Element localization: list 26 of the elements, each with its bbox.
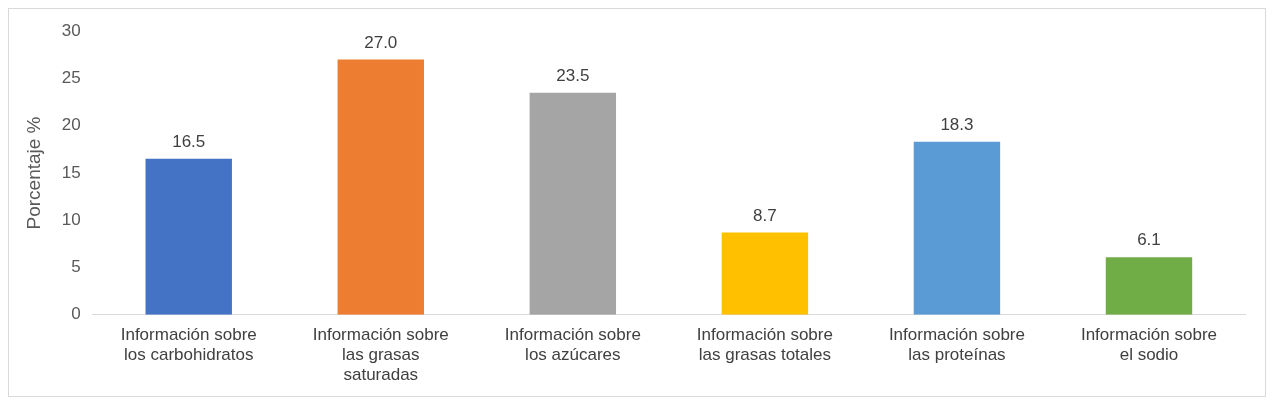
bar xyxy=(721,232,809,315)
data-label: 16.5 xyxy=(172,132,206,152)
x-tick-label: Información sobre las grasas totales xyxy=(696,324,833,365)
x-tick-label: Información sobre el sodio xyxy=(1080,324,1218,365)
data-label: 23.5 xyxy=(556,65,590,85)
y-tick-label: 0 xyxy=(71,304,81,324)
data-label: 27.0 xyxy=(364,32,398,52)
data-label: 8.7 xyxy=(753,205,777,225)
y-axis-title: Porcentaje % xyxy=(22,116,44,230)
data-label: 6.1 xyxy=(1137,230,1161,250)
bar xyxy=(529,92,617,315)
data-label: 18.3 xyxy=(940,114,974,134)
y-tick-label: 10 xyxy=(61,209,81,229)
x-tick-label: Información sobre los azúcares xyxy=(504,324,641,365)
y-tick-label: 25 xyxy=(61,68,81,88)
x-tick-label: Información sobre las grasas saturadas xyxy=(312,324,449,385)
y-tick-label: 30 xyxy=(61,20,81,40)
bar xyxy=(1105,257,1193,315)
y-tick-label: 5 xyxy=(71,257,81,277)
x-tick-label: Información sobre las proteínas xyxy=(888,324,1025,365)
bar xyxy=(913,141,1001,315)
x-tick-label: Información sobre los carbohidratos xyxy=(120,324,257,365)
y-tick-label: 15 xyxy=(61,162,81,182)
y-tick-label: 20 xyxy=(61,115,81,135)
bar xyxy=(337,59,424,315)
bar xyxy=(145,158,232,315)
